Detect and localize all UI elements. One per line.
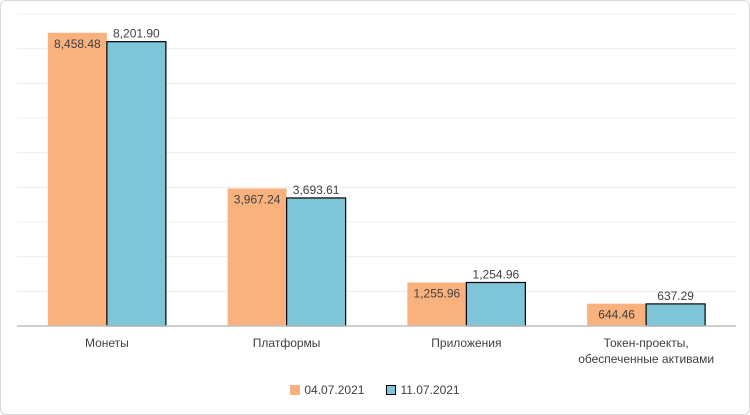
- bar-chart: 8,458.48 8,201.90 Монеты 3,967.24 3,693.61 Пл…: [17, 13, 736, 366]
- data-label-series-2-3: 1,254.96: [473, 267, 520, 281]
- bar-series-2-4: [645, 303, 706, 327]
- bar-series-1-1: [47, 32, 107, 326]
- bar-series-2-3: [465, 281, 526, 327]
- data-label-series-2-1: 8,201.90: [113, 27, 160, 41]
- category-label-1: Монеты: [85, 336, 129, 350]
- legend-item-series-1: 04.07.2021: [290, 383, 364, 397]
- category-label-2: Платформы: [253, 336, 321, 350]
- data-label-series-1-4: 644.46: [598, 308, 635, 322]
- bar-series-1-4: [587, 303, 647, 326]
- data-label-series-1-1: 8,458.48: [54, 37, 101, 51]
- data-label-series-2-4: 637.29: [657, 289, 694, 303]
- data-label-series-1-2: 3,967.24: [234, 192, 281, 206]
- legend-swatch-series-2: [386, 385, 397, 395]
- legend-item-series-2: 11.07.2021: [386, 383, 460, 397]
- bar-series-2-1: [106, 41, 167, 327]
- data-label-series-2-2: 3,693.61: [293, 183, 340, 197]
- legend-label-series-2: 11.07.2021: [400, 383, 460, 397]
- legend-label-series-1: 04.07.2021: [304, 383, 365, 397]
- bar-series-2-2: [286, 197, 347, 327]
- data-label-series-1-3: 1,255.96: [414, 286, 461, 300]
- bar-series-1-2: [227, 188, 287, 326]
- category-label-4: Токен-проекты,: [604, 336, 689, 350]
- category-label-3: Приложения: [431, 336, 501, 350]
- legend: 04.07.2021 11.07.2021: [0, 383, 750, 397]
- bar-series-1-3: [407, 282, 467, 326]
- category-label-4: обеспеченные активами: [578, 352, 714, 366]
- legend-swatch-series-1: [290, 385, 301, 395]
